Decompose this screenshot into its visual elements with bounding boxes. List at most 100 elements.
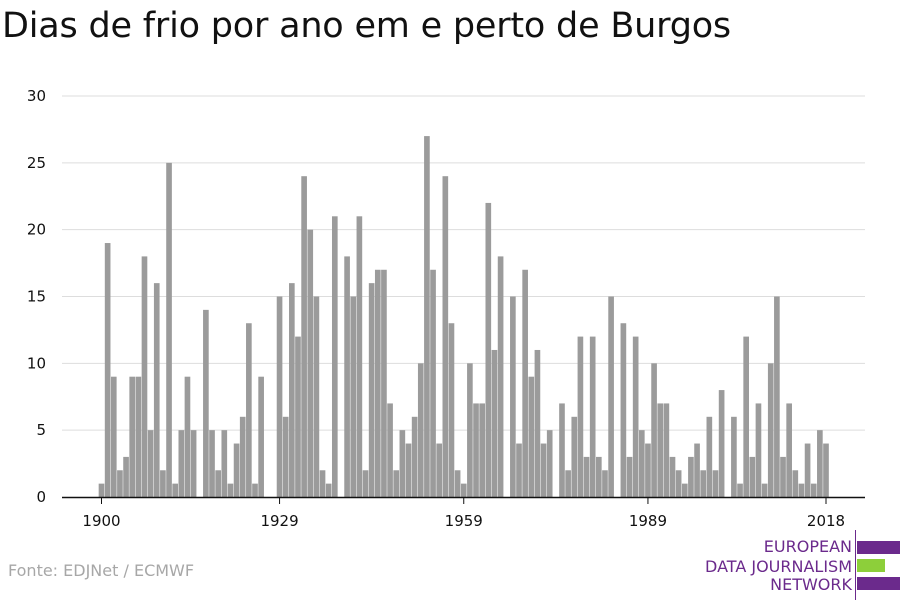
bar — [663, 403, 670, 497]
bar — [645, 443, 651, 497]
logo-divider — [855, 530, 856, 600]
bar — [117, 470, 123, 497]
bar — [110, 376, 117, 497]
bar — [675, 470, 682, 497]
bar — [104, 243, 111, 497]
y-tick-label: 5 — [36, 421, 46, 439]
logo-line-european: EUROPEAN — [763, 537, 852, 556]
bar — [810, 483, 817, 497]
bar — [350, 296, 357, 497]
bar — [166, 162, 172, 498]
bar — [657, 403, 664, 497]
bar — [442, 176, 449, 497]
bar — [780, 456, 786, 497]
bar — [497, 256, 504, 497]
bar — [681, 483, 688, 497]
bar — [688, 456, 694, 497]
x-tick-label: 1929 — [260, 512, 298, 530]
bar — [804, 443, 811, 497]
bar — [669, 456, 676, 497]
bar — [479, 403, 485, 497]
edjnet-logo: EUROPEAN DATA JOURNALISM NETWORK — [700, 530, 900, 600]
x-axis-ticks: 1900 1929 1959 1989 2018 — [82, 497, 845, 530]
bar — [577, 336, 584, 497]
bar — [743, 336, 750, 497]
bar — [626, 456, 633, 497]
logo-bar-green — [857, 559, 885, 572]
bar — [589, 336, 596, 497]
bar — [129, 376, 136, 497]
bar — [430, 269, 436, 497]
bar — [160, 470, 166, 497]
y-tick-label: 15 — [27, 288, 46, 306]
bar — [356, 216, 363, 498]
bar — [522, 269, 528, 497]
bar — [141, 256, 148, 497]
bar — [749, 456, 756, 497]
bars — [98, 136, 829, 498]
bar — [792, 470, 799, 497]
bar — [325, 483, 332, 497]
y-tick-label: 20 — [27, 221, 46, 239]
bar — [583, 456, 590, 497]
bar — [774, 296, 780, 497]
x-tick-label: 1959 — [445, 512, 483, 530]
bar — [651, 363, 657, 497]
bar — [276, 296, 283, 497]
bar — [227, 483, 234, 497]
bar — [153, 283, 160, 497]
bar — [331, 216, 338, 498]
logo-line-network: NETWORK — [770, 575, 852, 594]
bar — [786, 403, 792, 497]
bar — [737, 483, 743, 497]
bar — [98, 483, 105, 497]
bar — [258, 376, 264, 497]
bar — [424, 136, 430, 497]
bar — [467, 363, 473, 497]
bar — [454, 470, 461, 497]
bar — [473, 403, 479, 497]
bar — [319, 470, 326, 497]
bar — [485, 202, 492, 497]
bar — [817, 430, 823, 497]
logo-bar-purple-bottom — [857, 577, 900, 590]
bar — [712, 470, 719, 497]
bar — [608, 296, 614, 497]
bar — [289, 283, 295, 497]
bar — [417, 363, 424, 497]
bar — [761, 483, 768, 497]
y-tick-label: 25 — [27, 154, 46, 172]
bar — [209, 430, 215, 497]
bar — [718, 390, 725, 497]
bar — [491, 349, 498, 497]
bar — [411, 416, 418, 497]
y-axis-ticks: 0 5 10 15 20 25 30 — [27, 87, 46, 506]
bar — [638, 430, 645, 497]
bar — [313, 296, 320, 497]
bar — [147, 430, 154, 497]
bar — [215, 470, 221, 497]
bar — [184, 376, 191, 497]
bar — [700, 470, 707, 497]
bar — [596, 456, 602, 497]
y-tick-label: 0 — [36, 488, 46, 506]
bar — [374, 269, 381, 497]
bar — [755, 403, 762, 497]
bar — [798, 483, 805, 497]
bar — [307, 229, 314, 497]
bar — [565, 470, 571, 497]
bar — [546, 430, 553, 497]
bar — [172, 483, 179, 497]
bar — [295, 336, 301, 497]
bar — [540, 443, 547, 497]
bar — [246, 323, 252, 497]
bar — [387, 403, 393, 497]
bar — [767, 363, 774, 497]
bar — [393, 470, 400, 497]
bar — [178, 430, 185, 497]
bar — [460, 483, 467, 497]
bar — [282, 416, 289, 497]
bar — [190, 430, 197, 497]
bar — [528, 376, 535, 497]
